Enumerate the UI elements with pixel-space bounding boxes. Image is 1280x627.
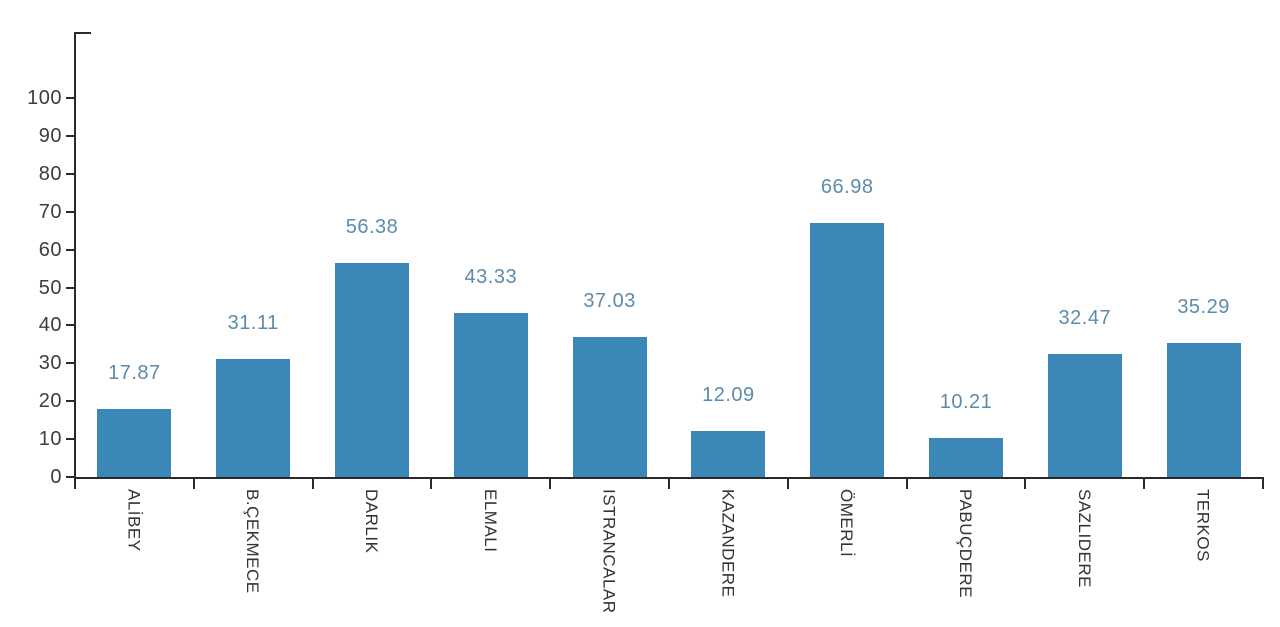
- x-axis-tick: [311, 479, 314, 489]
- bar-value-label: 56.38: [345, 216, 399, 239]
- y-axis-tick: [66, 172, 75, 175]
- x-axis-tick: [192, 479, 195, 489]
- y-axis-tick-label: 30: [38, 352, 62, 375]
- bar-value-label: 43.33: [464, 265, 518, 288]
- y-axis-tick: [66, 248, 75, 251]
- y-axis-top-cap: [74, 32, 91, 34]
- bar-value-label: 35.29: [1177, 296, 1230, 319]
- bar: [572, 336, 647, 477]
- x-axis-line: [74, 477, 1264, 479]
- x-axis-tick: [549, 479, 552, 489]
- bar-value-label: 37.03: [583, 289, 636, 312]
- bar: [1047, 353, 1122, 477]
- x-axis-tick: [1143, 479, 1146, 489]
- x-axis-category-label: SAZLIDERE: [1074, 489, 1094, 588]
- bar-value-label: 31.11: [227, 312, 279, 335]
- bar: [810, 223, 885, 477]
- y-axis-tick: [66, 286, 75, 289]
- bar: [691, 431, 766, 477]
- bar-value-label: 66.98: [820, 176, 874, 199]
- x-axis-category-label: PABUÇDERE: [956, 489, 975, 599]
- y-axis-tick: [66, 438, 75, 441]
- y-axis-line: [74, 33, 76, 479]
- y-axis-tick-label: 100: [27, 87, 62, 109]
- y-axis-tick: [66, 400, 75, 403]
- y-axis-tick-label: 70: [38, 200, 62, 223]
- y-axis-tick: [66, 97, 75, 99]
- bar: [335, 263, 409, 477]
- y-axis-tick-label: 10: [38, 428, 62, 451]
- bar-value-label: 10.21: [939, 391, 993, 414]
- x-axis-tick: [1262, 479, 1264, 489]
- y-axis-tick: [66, 476, 75, 478]
- bar-value-label: 17.87: [108, 362, 161, 385]
- bar: [929, 438, 1003, 477]
- bar: [97, 409, 172, 477]
- x-axis-category-label: ÖMERLİ: [837, 489, 857, 558]
- y-axis-tick: [66, 324, 75, 327]
- x-axis-tick: [905, 479, 908, 489]
- bar-value-label: 12.09: [702, 384, 755, 407]
- bar: [216, 359, 291, 477]
- y-axis-tick-label: 50: [38, 276, 62, 299]
- y-axis-tick-label: 20: [38, 390, 62, 413]
- x-axis-category-label: TERKOS: [1193, 489, 1213, 562]
- bar: [1166, 343, 1241, 477]
- y-axis-tick: [66, 134, 75, 137]
- y-axis-tick: [66, 362, 75, 365]
- y-axis-tick-label: 0: [50, 466, 62, 488]
- x-axis-category-label: ALİBEY: [124, 489, 144, 552]
- bar: [453, 312, 528, 477]
- y-axis-tick-label: 60: [38, 238, 62, 261]
- x-axis-tick: [786, 479, 789, 489]
- x-axis-category-label: ELMALI: [480, 489, 500, 553]
- y-axis-tick: [66, 210, 75, 213]
- y-axis-tick-label: 40: [38, 314, 62, 337]
- x-axis-category-label: B.ÇEKMECE: [243, 489, 263, 594]
- x-axis-category-label: KAZANDERE: [718, 489, 738, 598]
- x-axis-tick: [1024, 479, 1027, 489]
- bar-value-label: 32.47: [1058, 306, 1112, 329]
- x-axis-tick: [74, 479, 76, 489]
- x-axis-category-label: DARLIK: [362, 489, 381, 554]
- y-axis-tick-label: 90: [38, 124, 62, 147]
- x-axis-tick: [430, 479, 433, 489]
- x-axis-tick: [668, 479, 670, 489]
- y-axis-tick-label: 80: [38, 162, 62, 185]
- x-axis-category-label: ISTRANCALAR: [599, 489, 619, 614]
